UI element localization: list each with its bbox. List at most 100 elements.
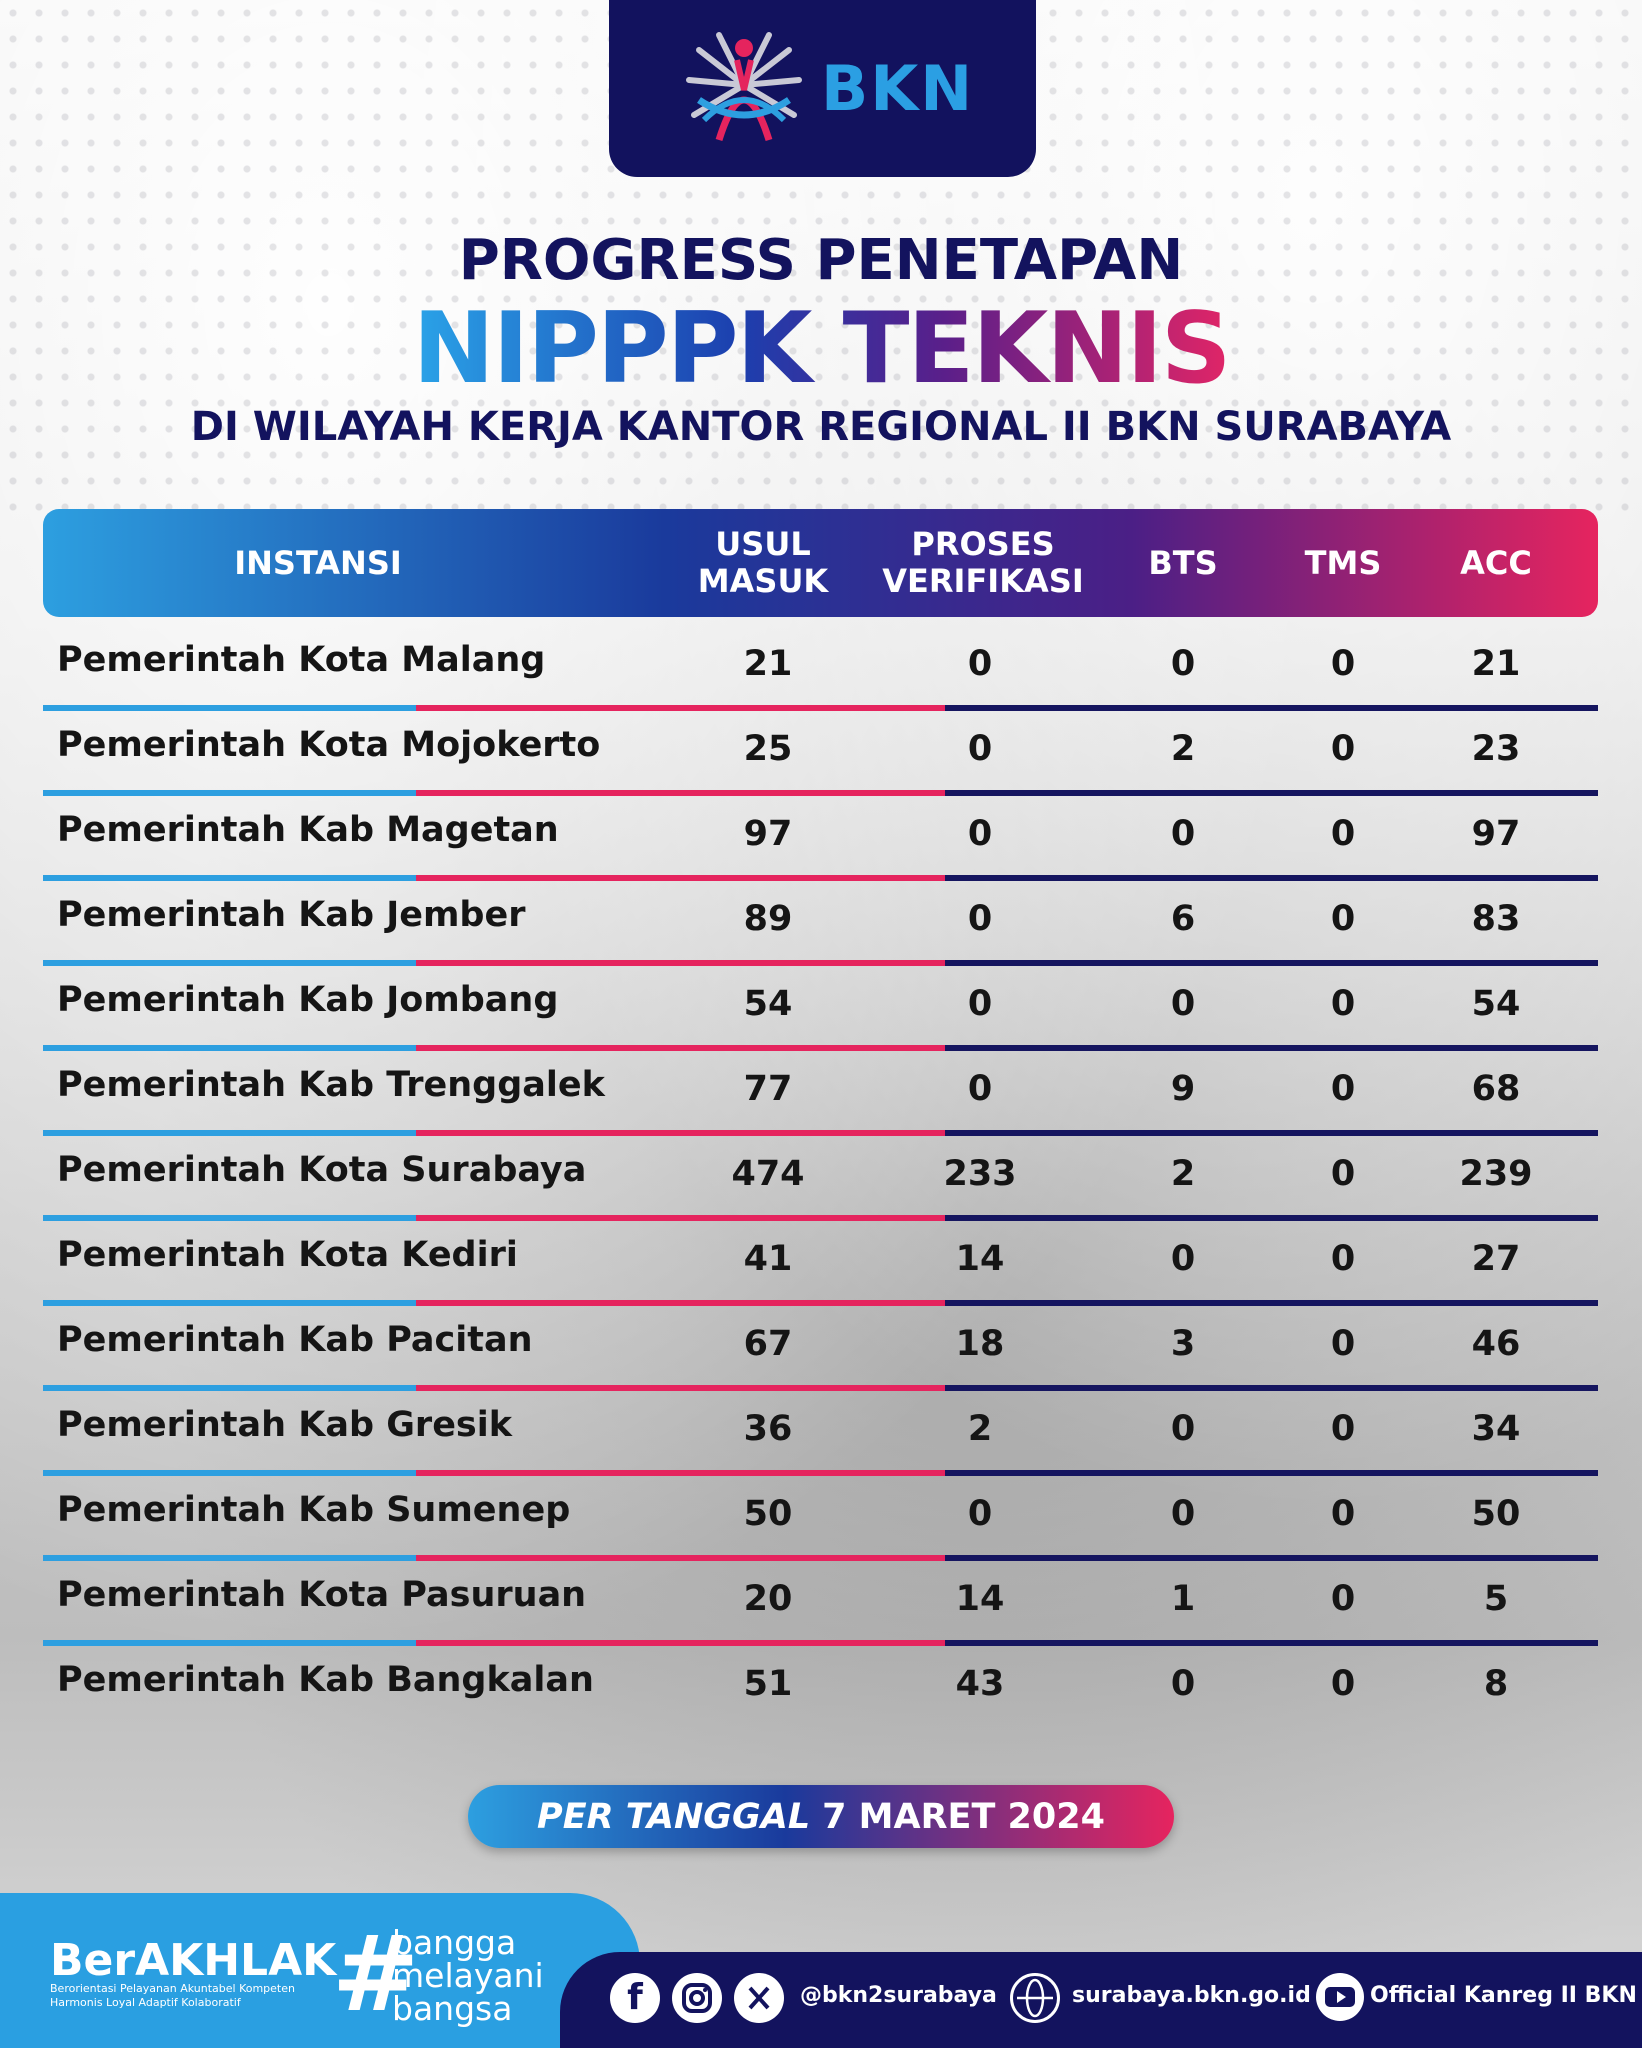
row-divider [43,1470,1598,1476]
row-tms: 0 [1330,814,1356,854]
row-bts: 0 [1170,1664,1196,1704]
table-row: Pemerintah Kab Pacitan 67 18 3 0 46 [43,1308,1598,1393]
row-tms: 0 [1330,1069,1356,1109]
row-usul: 474 [731,1154,805,1194]
row-tms: 0 [1330,899,1356,939]
row-usul: 97 [743,814,793,854]
header-proses-line1: PROSES [911,525,1055,563]
row-divider [43,1300,1598,1306]
row-acc: 83 [1471,899,1521,939]
table-row: Pemerintah Kota Pasuruan 20 14 1 0 5 [43,1563,1598,1648]
header-tms: TMS [1304,543,1382,582]
row-tms: 0 [1330,1409,1356,1449]
website-link[interactable]: surabaya.bkn.go.id [1072,1983,1311,2008]
row-bts: 0 [1170,814,1196,854]
berakhlak-subtitle-line1: Berorientasi Pelayanan Akuntabel Kompete… [50,1982,295,1995]
row-instansi: Pemerintah Kota Malang [57,640,546,680]
youtube-glyph [1325,1987,1355,2007]
slogan: bangga melayani bangsa [392,1926,544,2025]
row-divider [43,960,1598,966]
row-acc: 8 [1483,1664,1509,1704]
row-divider [43,1555,1598,1561]
row-tms: 0 [1330,1154,1356,1194]
row-tms: 0 [1330,1324,1356,1364]
title-line2-text: NIPPPK TEKNIS [412,292,1232,406]
row-bts: 0 [1170,1409,1196,1449]
row-bts: 0 [1170,644,1196,684]
table-row: Pemerintah Kota Mojokerto 25 0 2 0 23 [43,713,1598,798]
bkn-logo-icon [686,32,802,142]
row-tms: 0 [1330,1239,1356,1279]
social-handle[interactable]: @bkn2surabaya [800,1983,997,2008]
row-divider [43,1640,1598,1646]
row-acc: 68 [1471,1069,1521,1109]
table-row: Pemerintah Kab Bangkalan 51 43 0 0 8 [43,1648,1598,1733]
row-usul: 54 [743,984,793,1024]
header-acc: ACC [1460,543,1532,582]
row-acc: 54 [1471,984,1521,1024]
row-bts: 2 [1170,729,1196,769]
row-usul: 25 [743,729,793,769]
row-tms: 0 [1330,1579,1356,1619]
row-instansi: Pemerintah Kab Jombang [57,980,559,1020]
row-proses: 0 [967,644,993,684]
date-value: 7 MARET 2024 [822,1796,1105,1837]
row-tms: 0 [1330,1664,1356,1704]
row-divider [43,1385,1598,1391]
header-bts: BTS [1148,543,1218,582]
berakhlak-subtitle-line2: Harmonis Loyal Adaptif Kolaboratif [50,1996,241,2009]
row-acc: 34 [1471,1409,1521,1449]
row-tms: 0 [1330,644,1356,684]
table-row: Pemerintah Kota Malang 21 0 0 0 21 [43,628,1598,713]
header-proses-verifikasi: PROSES VERIFIKASI [873,509,1093,617]
row-proses: 0 [967,984,993,1024]
row-divider [43,1215,1598,1221]
row-instansi: Pemerintah Kab Gresik [57,1405,513,1445]
row-usul: 67 [743,1324,793,1364]
table-row: Pemerintah Kab Jombang 54 0 0 0 54 [43,968,1598,1053]
row-bts: 1 [1170,1579,1196,1619]
row-bts: 6 [1170,899,1196,939]
row-bts: 0 [1170,984,1196,1024]
logo-box: BKN [609,0,1036,177]
row-instansi: Pemerintah Kab Sumenep [57,1490,571,1530]
table-row: Pemerintah Kab Magetan 97 0 0 0 97 [43,798,1598,883]
row-acc: 46 [1471,1324,1521,1364]
header-usul-line1: USUL [715,525,811,563]
logo-text: BKN [821,52,975,125]
row-proses: 43 [955,1664,1005,1704]
x-glyph [748,1986,770,2010]
header-usul-line2: MASUK [697,562,829,600]
row-acc: 97 [1471,814,1521,854]
slogan-line3: bangsa [392,1989,513,2028]
berakhlak-logo: BerAKHLAK [50,1935,337,1986]
instagram-icon[interactable] [672,1973,722,2023]
row-usul: 36 [743,1409,793,1449]
row-divider [43,705,1598,711]
youtube-channel[interactable]: Official Kanreg II BKN [1370,1983,1637,2008]
row-proses: 233 [943,1154,1017,1194]
header-instansi: INSTANSI [234,543,402,582]
title-line1: PROGRESS PENETAPAN [458,228,1184,293]
row-acc: 50 [1471,1494,1521,1534]
x-icon[interactable] [734,1973,784,2023]
row-usul: 41 [743,1239,793,1279]
row-tms: 0 [1330,1494,1356,1534]
row-divider [43,1045,1598,1051]
slogan-line2: melayani [392,1956,544,1995]
table-row: Pemerintah Kota Surabaya 474 233 2 0 239 [43,1138,1598,1223]
row-acc: 23 [1471,729,1521,769]
title-line3: DI WILAYAH KERJA KANTOR REGIONAL II BKN … [190,404,1452,450]
row-proses: 0 [967,729,993,769]
globe-icon [1010,1973,1060,2023]
row-instansi: Pemerintah Kab Bangkalan [57,1660,594,1700]
facebook-icon[interactable]: f [610,1973,660,2023]
table-row: Pemerintah Kota Kediri 41 14 0 0 27 [43,1223,1598,1308]
row-usul: 21 [743,644,793,684]
table-header: INSTANSI USUL MASUK PROSES VERIFIKASI BT… [43,509,1598,617]
row-proses: 0 [967,1069,993,1109]
instagram-glyph [682,1983,712,2013]
row-proses: 2 [967,1409,993,1449]
row-acc: 21 [1471,644,1521,684]
